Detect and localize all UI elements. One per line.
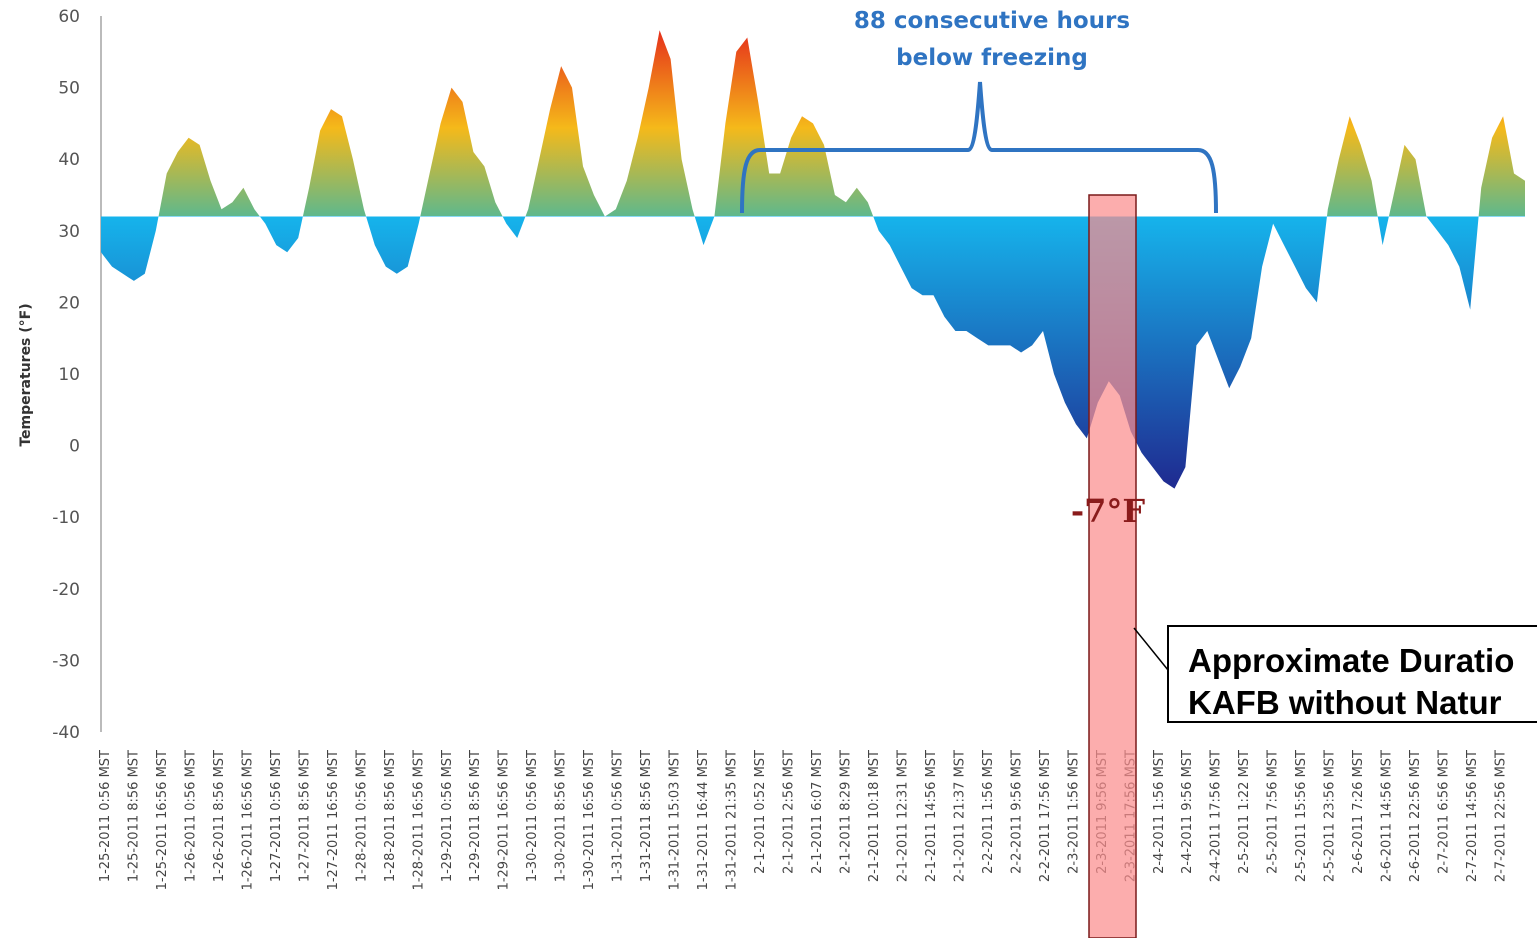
y-tick-label: 10: [58, 365, 80, 385]
x-tick-label: 2-7-2011 14:56 MST: [1465, 750, 1480, 882]
y-tick-label: -20: [52, 580, 80, 600]
y-tick-label: -30: [52, 651, 80, 671]
x-tick-label: 2-1-2011 6:07 MST: [810, 750, 825, 874]
x-tick-label: 2-1-2011 0:52 MST: [753, 750, 768, 874]
x-tick-label: 2-1-2011 8:29 MST: [839, 750, 854, 874]
x-tick-label: 2-3-2011 1:56 MST: [1066, 750, 1081, 874]
x-tick-label: 2-5-2011 23:56 MST: [1323, 750, 1338, 882]
y-tick-label: 40: [58, 150, 80, 170]
duration-callout-line2: KAFB without Natur: [1188, 684, 1502, 721]
x-tick-label: 2-7-2011 6:56 MST: [1437, 750, 1452, 874]
x-tick-label: 2-1-2011 2:56 MST: [782, 750, 797, 874]
callout-leader-line: [1133, 627, 1169, 671]
x-tick-label: 2-4-2011 1:56 MST: [1152, 750, 1167, 874]
x-tick-label: 1-31-2011 16:44 MST: [696, 750, 711, 890]
min-temperature-label: -7°F: [1071, 492, 1146, 530]
freezing-bracket: [740, 81, 1218, 214]
x-tick-label: 1-27-2011 0:56 MST: [269, 750, 284, 882]
x-tick-label: 1-25-2011 0:56 MST: [98, 750, 113, 882]
y-tick-label: 50: [58, 79, 80, 99]
outage-highlight-band: [1088, 194, 1137, 938]
x-tick-label: 1-26-2011 0:56 MST: [183, 750, 198, 882]
temperature-area: [101, 30, 1525, 489]
x-tick-label: 1-26-2011 16:56 MST: [240, 750, 255, 890]
x-tick-label: 1-31-2011 21:35 MST: [725, 750, 740, 890]
x-tick-label: 1-27-2011 16:56 MST: [326, 750, 341, 890]
x-tick-label: 2-1-2011 14:56 MST: [924, 750, 939, 882]
x-tick-label: 2-2-2011 1:56 MST: [981, 750, 996, 874]
y-tick-label: -10: [52, 508, 80, 528]
x-tick-label: 2-1-2011 10:18 MST: [867, 750, 882, 882]
x-tick-label: 1-30-2011 16:56 MST: [582, 750, 597, 890]
x-tick-label: 2-6-2011 22:56 MST: [1408, 750, 1423, 882]
x-tick-label: 1-27-2011 8:56 MST: [297, 750, 312, 882]
x-tick-label: 1-30-2011 0:56 MST: [525, 750, 540, 882]
x-tick-label: 1-31-2011 15:03 MST: [668, 750, 683, 890]
x-tick-label: 2-6-2011 14:56 MST: [1380, 750, 1395, 882]
freeze-annotation-line1: 88 consecutive hours: [854, 8, 1130, 34]
x-tick-label: 1-25-2011 16:56 MST: [155, 750, 170, 890]
x-tick-label: 1-30-2011 8:56 MST: [554, 750, 569, 882]
y-tick-label: 0: [69, 437, 80, 457]
x-tick-label: 2-6-2011 7:26 MST: [1351, 750, 1366, 874]
duration-callout-line1: Approximate Duratio: [1188, 642, 1514, 679]
y-axis-label: Temperatures (°F): [18, 303, 34, 446]
y-tick-label: 20: [58, 293, 80, 313]
x-tick-label: 1-31-2011 0:56 MST: [611, 750, 626, 882]
x-tick-label: 1-31-2011 8:56 MST: [639, 750, 654, 882]
x-tick-label: 2-5-2011 1:22 MST: [1237, 750, 1252, 874]
y-tick-label: 60: [58, 7, 80, 27]
x-axis: 1-25-2011 0:56 MST 1-25-2011 8:56 MST 1-25…: [98, 750, 1509, 890]
x-tick-label: 1-28-2011 16:56 MST: [411, 750, 426, 890]
x-tick-label: 1-26-2011 8:56 MST: [212, 750, 227, 882]
x-tick-label: 2-5-2011 15:56 MST: [1294, 750, 1309, 882]
x-tick-label: 1-29-2011 8:56 MST: [468, 750, 483, 882]
x-tick-label: 2-7-2011 22:56 MST: [1494, 750, 1509, 882]
freeze-annotation-line2: below freezing: [896, 45, 1088, 71]
x-tick-label: 2-2-2011 9:56 MST: [1009, 750, 1024, 874]
x-tick-label: 1-28-2011 8:56 MST: [383, 750, 398, 882]
x-tick-label: 2-1-2011 12:31 MST: [895, 750, 910, 882]
x-tick-label: 1-28-2011 0:56 MST: [354, 750, 369, 882]
x-tick-label: 2-4-2011 9:56 MST: [1180, 750, 1195, 874]
x-tick-label: 2-2-2011 17:56 MST: [1038, 750, 1053, 882]
x-tick-label: 2-4-2011 17:56 MST: [1209, 750, 1224, 882]
y-tick-label: -40: [52, 723, 80, 743]
y-tick-label: 30: [58, 222, 80, 242]
x-tick-label: 2-1-2011 21:37 MST: [952, 750, 967, 882]
below-freezing-area: [101, 216, 1525, 489]
x-tick-label: 1-29-2011 0:56 MST: [440, 750, 455, 882]
y-axis: 60 50 40 30 20 10 0 -10 -20 -30 -40: [52, 7, 102, 743]
x-tick-label: 1-29-2011 16:56 MST: [497, 750, 512, 890]
x-tick-label: 2-5-2011 7:56 MST: [1266, 750, 1281, 874]
duration-callout-box: [1167, 625, 1537, 723]
x-tick-label: 1-25-2011 8:56 MST: [127, 750, 142, 882]
